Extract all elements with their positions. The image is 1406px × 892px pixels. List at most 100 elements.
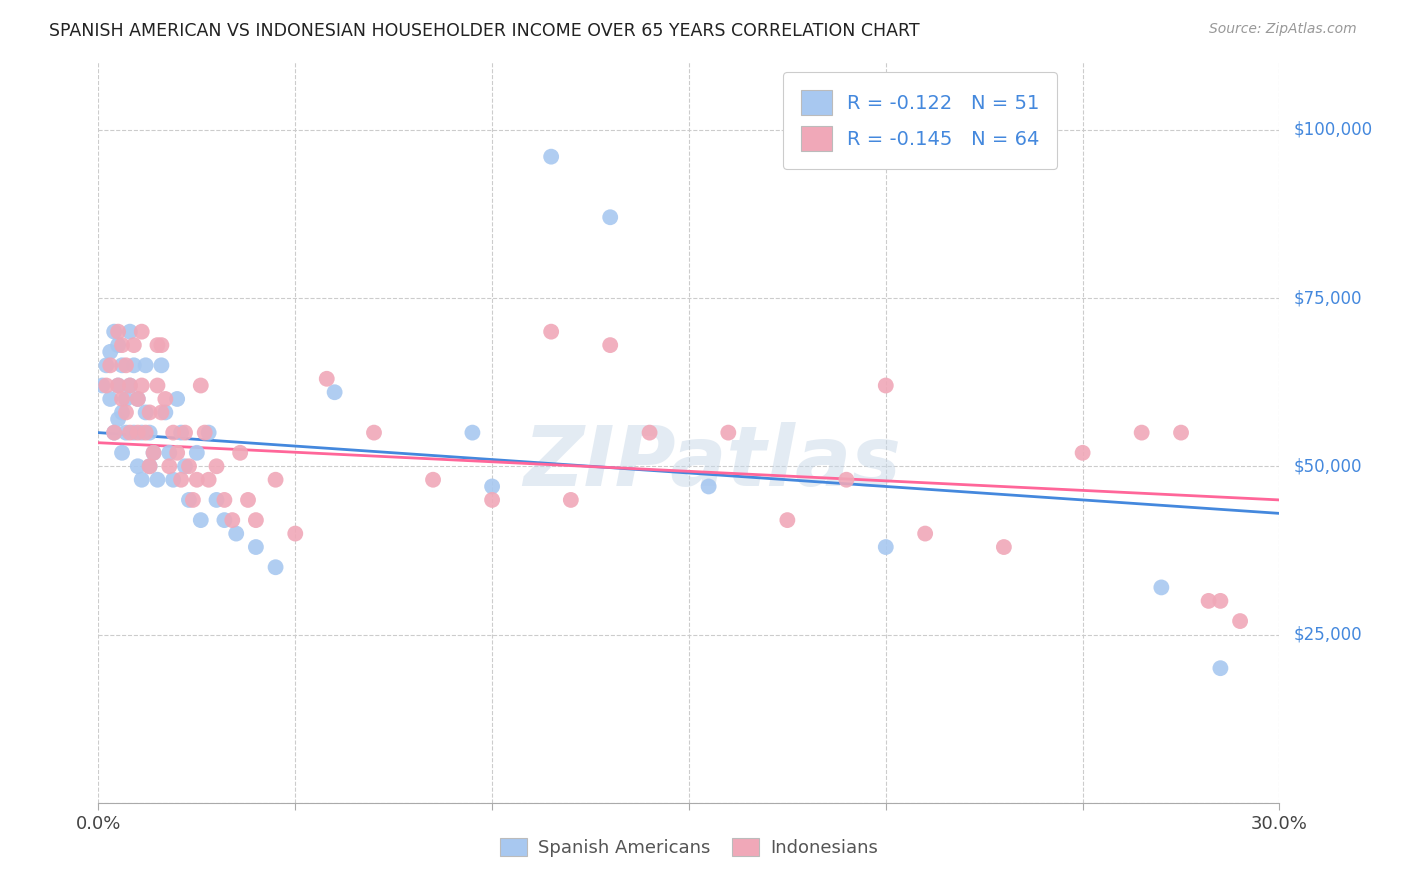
Point <box>138 459 160 474</box>
Point <box>229 446 252 460</box>
Point <box>135 359 157 373</box>
Point <box>131 325 153 339</box>
Text: SPANISH AMERICAN VS INDONESIAN HOUSEHOLDER INCOME OVER 65 YEARS CORRELATION CHAR: SPANISH AMERICAN VS INDONESIAN HOUSEHOLD… <box>49 22 920 40</box>
Point <box>197 425 219 440</box>
Point <box>422 473 444 487</box>
Point <box>103 425 125 440</box>
Point <box>150 338 173 352</box>
Point <box>98 344 121 359</box>
Point <box>1229 614 1251 628</box>
Point <box>115 392 138 406</box>
Point <box>284 526 307 541</box>
Point <box>540 150 562 164</box>
Point <box>111 446 134 460</box>
Point <box>118 378 141 392</box>
Point <box>111 392 134 406</box>
Point <box>315 372 337 386</box>
Point <box>107 378 129 392</box>
Point <box>264 560 287 574</box>
Point <box>122 338 145 352</box>
Text: $25,000: $25,000 <box>1294 625 1362 643</box>
Point <box>118 325 141 339</box>
Point <box>127 459 149 474</box>
Point <box>122 359 145 373</box>
Point <box>150 405 173 419</box>
Point <box>221 513 243 527</box>
Point <box>186 473 208 487</box>
Point <box>122 425 145 440</box>
Point <box>131 378 153 392</box>
Point <box>481 492 503 507</box>
Point <box>174 459 197 474</box>
Point <box>205 459 228 474</box>
Point <box>190 378 212 392</box>
Point <box>560 492 582 507</box>
Point <box>875 378 897 392</box>
Point <box>174 425 197 440</box>
Point <box>186 446 208 460</box>
Point <box>540 325 562 339</box>
Point <box>155 392 177 406</box>
Point <box>166 446 188 460</box>
Point <box>190 513 212 527</box>
Point <box>111 359 134 373</box>
Point <box>225 526 247 541</box>
Text: $50,000: $50,000 <box>1294 458 1362 475</box>
Text: ZIPatlas: ZIPatlas <box>523 422 901 503</box>
Point <box>107 378 129 392</box>
Text: Source: ZipAtlas.com: Source: ZipAtlas.com <box>1209 22 1357 37</box>
Point <box>194 425 217 440</box>
Point <box>264 473 287 487</box>
Point <box>131 473 153 487</box>
Point <box>142 446 165 460</box>
Point <box>170 425 193 440</box>
Point <box>150 359 173 373</box>
Point <box>170 473 193 487</box>
Point <box>1198 594 1220 608</box>
Point <box>162 473 184 487</box>
Point <box>323 385 346 400</box>
Point <box>166 392 188 406</box>
Point <box>103 325 125 339</box>
Point <box>135 405 157 419</box>
Point <box>118 378 141 392</box>
Point <box>197 473 219 487</box>
Point <box>162 425 184 440</box>
Point <box>135 425 157 440</box>
Point <box>111 405 134 419</box>
Text: $100,000: $100,000 <box>1294 120 1372 139</box>
Point <box>142 446 165 460</box>
Point <box>1150 581 1173 595</box>
Point <box>1071 446 1094 460</box>
Point <box>205 492 228 507</box>
Point <box>155 405 177 419</box>
Point <box>127 392 149 406</box>
Point <box>875 540 897 554</box>
Text: $75,000: $75,000 <box>1294 289 1362 307</box>
Point <box>181 492 204 507</box>
Point <box>157 446 180 460</box>
Point <box>599 211 621 225</box>
Point <box>96 359 118 373</box>
Point <box>835 473 858 487</box>
Point <box>138 425 160 440</box>
Point <box>776 513 799 527</box>
Point <box>107 338 129 352</box>
Point <box>993 540 1015 554</box>
Point <box>127 425 149 440</box>
Point <box>1170 425 1192 440</box>
Point <box>214 492 236 507</box>
Point <box>138 405 160 419</box>
Point <box>115 425 138 440</box>
Point <box>96 378 118 392</box>
Point <box>111 338 134 352</box>
Point <box>177 492 200 507</box>
Point <box>214 513 236 527</box>
Point <box>91 378 114 392</box>
Point <box>118 425 141 440</box>
Point <box>1209 594 1232 608</box>
Point <box>98 392 121 406</box>
Point <box>697 479 720 493</box>
Point <box>245 513 267 527</box>
Point <box>131 425 153 440</box>
